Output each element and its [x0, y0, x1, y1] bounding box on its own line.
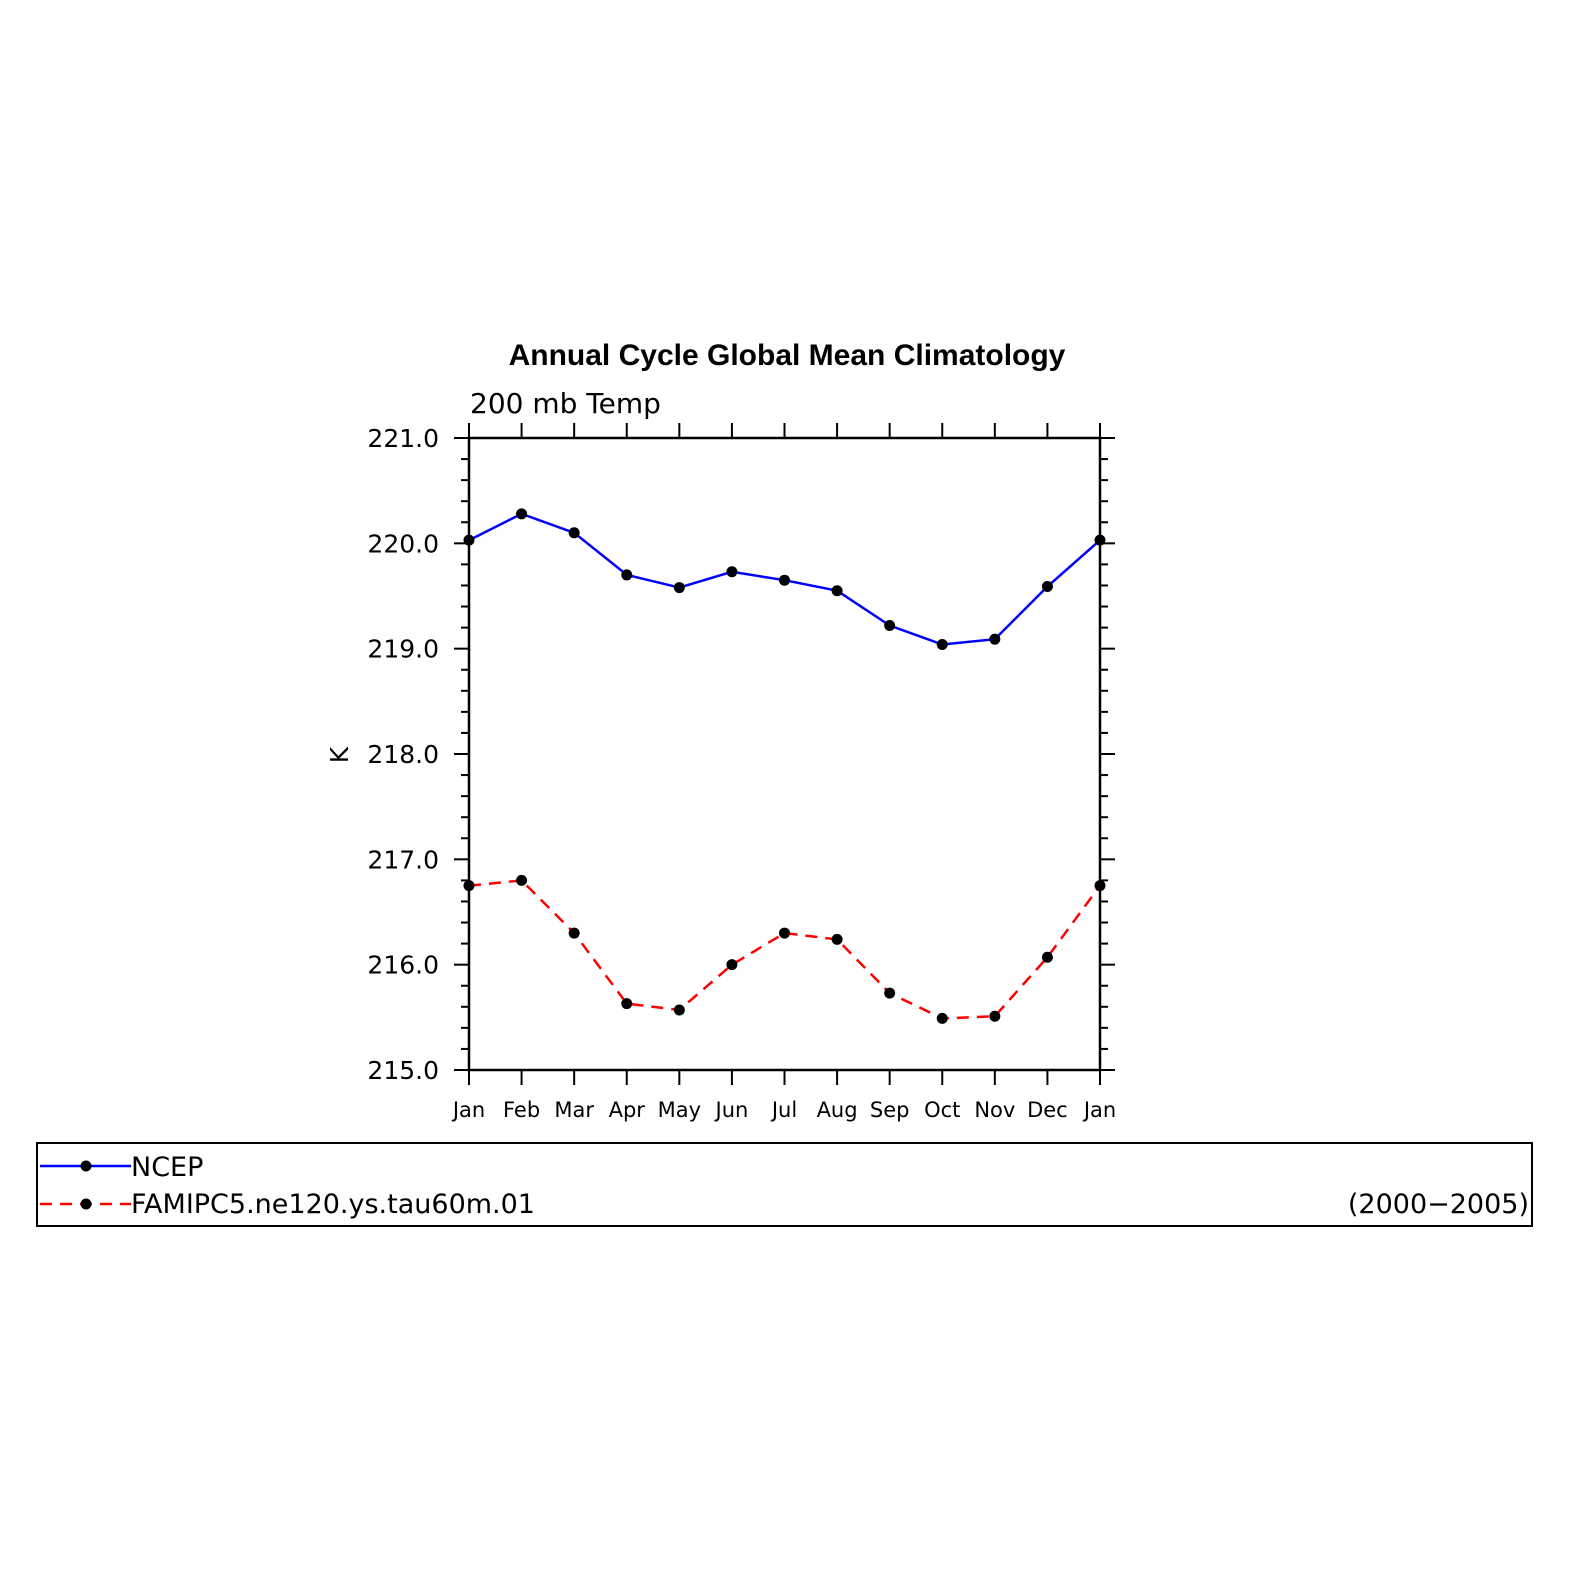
series-0-point [621, 569, 633, 581]
x-tick-label: Feb [503, 1098, 540, 1122]
y-axis: 215.0 216.0 217.0 218.0 219.0 220.0 221.0 [367, 424, 1115, 1085]
series-1-point [779, 927, 790, 939]
series-1-point [673, 1004, 685, 1016]
series-line-1 [468, 879, 1102, 1020]
x-tick-label: Jun [714, 1098, 749, 1122]
y-tick-label: 220.0 [367, 529, 439, 558]
series-0-point [884, 619, 896, 631]
y-tick-label: 217.0 [367, 845, 439, 874]
series-0-point [568, 527, 580, 539]
x-tick-label: Jan [1082, 1098, 1116, 1122]
plot-frame [467, 436, 1102, 1072]
x-axis: Jan Feb Mar Apr May Jun Jul Aug Sep Oct Nov Dec Jan [451, 423, 1116, 1122]
x-tick-label: May [658, 1098, 701, 1122]
series-0-point [463, 534, 475, 546]
series-1-point [516, 874, 528, 886]
series-1-point [989, 1010, 1001, 1022]
series-1-point [1041, 951, 1053, 963]
series-0-point [726, 566, 738, 578]
series-0-point [989, 633, 1001, 645]
y-tick-label: 219.0 [367, 635, 439, 664]
series-1-point [568, 927, 580, 939]
series-0-point [673, 582, 685, 594]
legend-marker-ncep [80, 1160, 92, 1172]
x-tick-label: Mar [554, 1098, 594, 1122]
x-tick-label: Dec [1027, 1098, 1068, 1122]
series-0-point [831, 585, 843, 597]
series-0-point [779, 574, 790, 586]
x-tick-label: Jul [770, 1098, 797, 1122]
series-1-point [936, 1012, 948, 1024]
x-tick-label: Jan [451, 1098, 485, 1122]
chart-subtitle: 200 mb Temp [470, 387, 661, 420]
y-axis-label: K [325, 746, 354, 763]
series-0-point [936, 638, 948, 650]
x-tick-label: Nov [974, 1098, 1015, 1122]
series-1-point [1094, 880, 1106, 892]
x-tick-label: Aug [817, 1098, 858, 1122]
series-1-point [884, 987, 896, 999]
plot-border [467, 436, 1102, 1072]
y-tick-label: 216.0 [367, 951, 439, 980]
series-1-point [726, 959, 738, 971]
legend-marker-famipc5 [80, 1198, 92, 1210]
legend-date-range: (2000−2005) [1348, 1189, 1529, 1220]
legend-label-ncep: NCEP [131, 1152, 203, 1183]
y-tick-label: 221.0 [367, 424, 439, 453]
series-1-point [621, 998, 633, 1010]
legend-label-famipc5: FAMIPC5.ne120.ys.tau60m.01 [131, 1189, 535, 1220]
y-tick-label: 218.0 [367, 740, 439, 769]
series-1-point [831, 933, 843, 945]
series-0-point [1094, 534, 1106, 546]
x-tick-label: Sep [870, 1098, 910, 1122]
series-0-point [1041, 581, 1053, 593]
x-tick-label: Apr [609, 1098, 646, 1122]
series-layer [463, 508, 1106, 1024]
series-0-point [516, 508, 528, 520]
y-tick-label: 215.0 [367, 1056, 439, 1085]
legend: NCEP FAMIPC5.ne120.ys.tau60m.01 (2000−20… [36, 1142, 1533, 1227]
series-1-point [463, 880, 475, 892]
x-tick-label: Oct [924, 1098, 960, 1122]
legend-box [36, 1142, 1533, 1227]
chart-title: Annual Cycle Global Mean Climatology [509, 339, 1066, 372]
